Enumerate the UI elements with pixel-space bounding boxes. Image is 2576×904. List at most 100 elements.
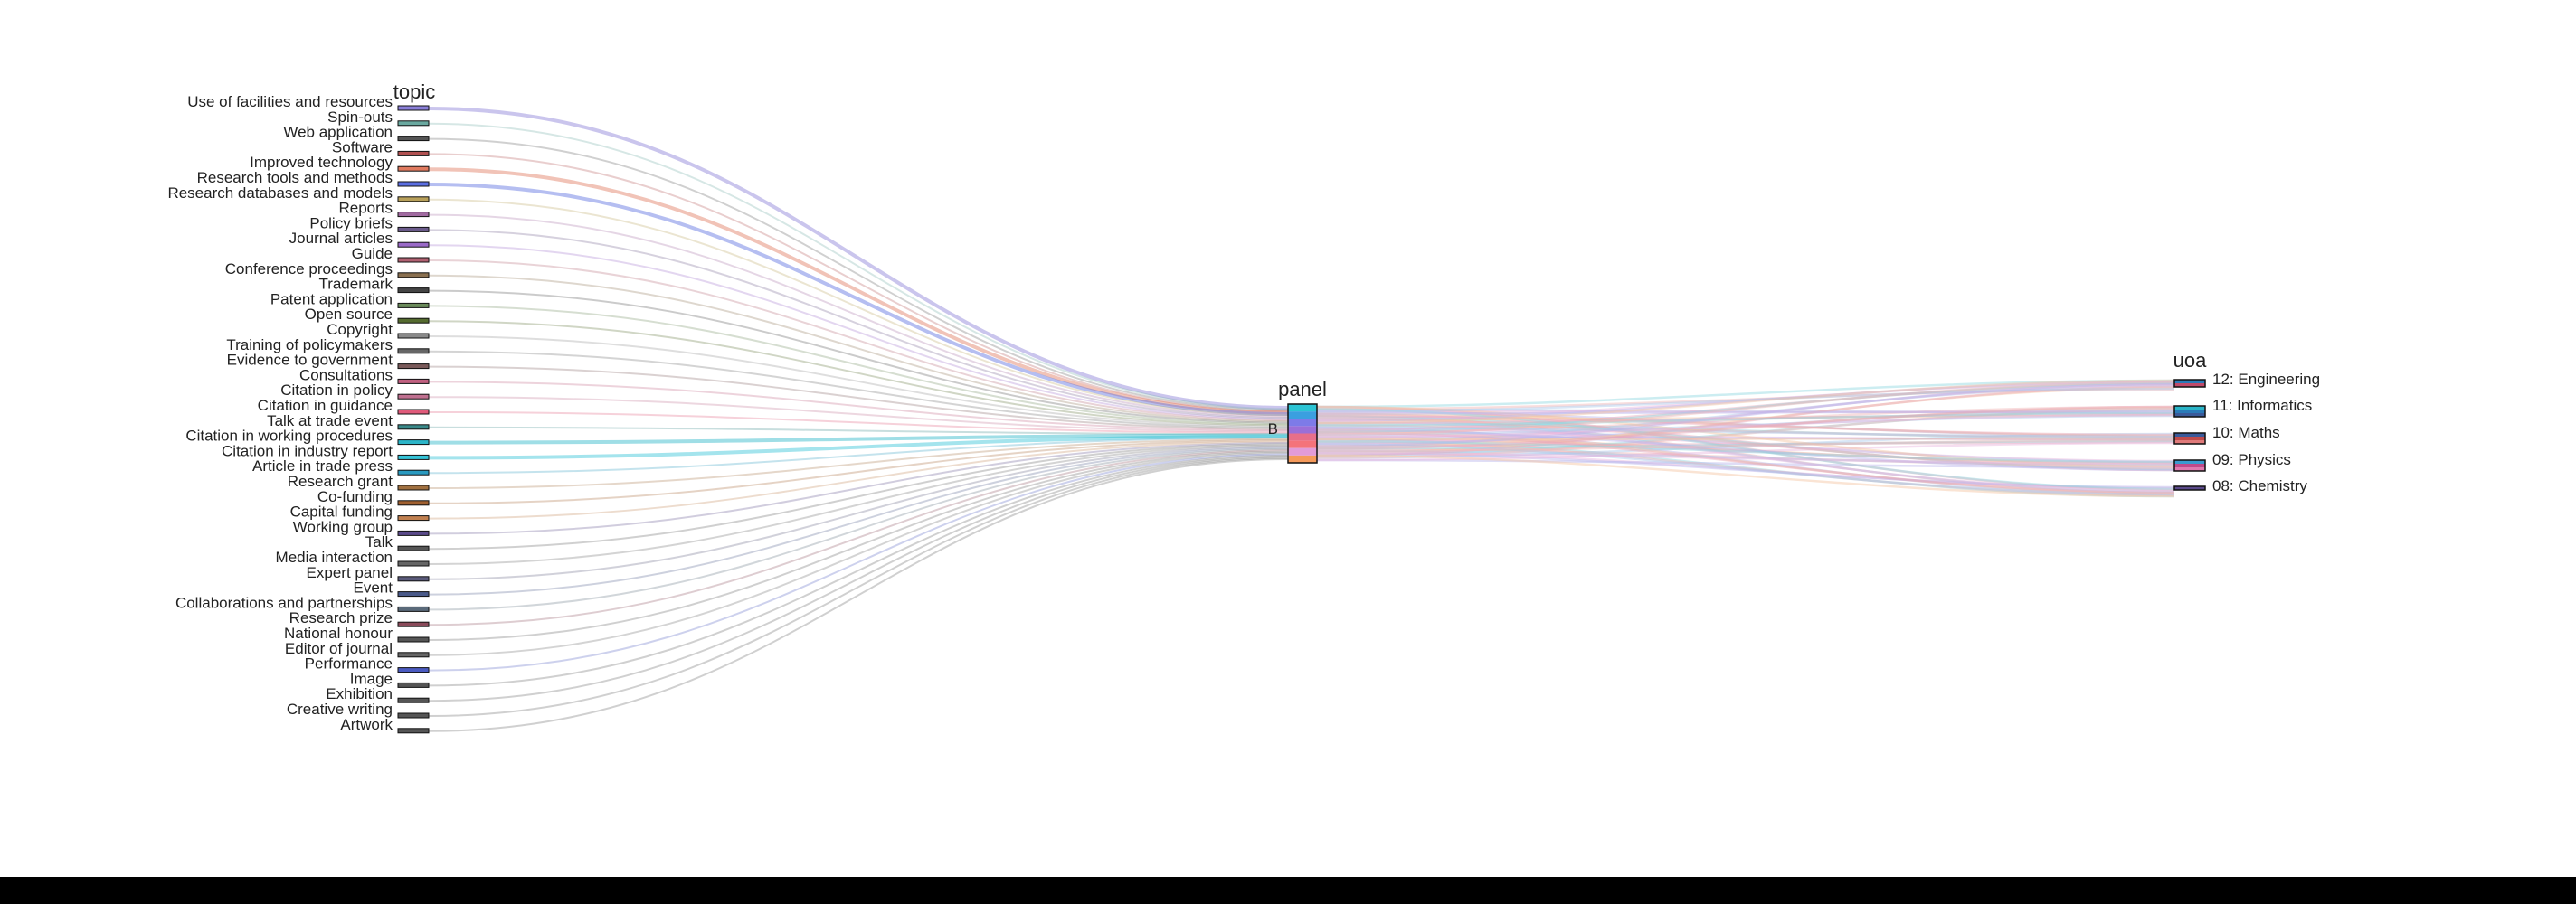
topic-node[interactable]: [397, 530, 430, 536]
panel-uoa-ribbon: [1316, 437, 2175, 441]
uoa-node[interactable]: [2174, 432, 2206, 445]
topic-node[interactable]: [397, 591, 430, 598]
panel-uoa-ribbon: [1316, 421, 2175, 440]
topic-panel-ribbon: [428, 153, 1289, 413]
topic-node[interactable]: [397, 728, 430, 734]
topic-node[interactable]: [397, 333, 430, 339]
topic-label: Journal articles: [289, 230, 393, 247]
topic-panel-ribbon: [428, 198, 1289, 417]
topic-label: Expert panel: [307, 564, 393, 581]
topic-node[interactable]: [397, 257, 430, 263]
uoa-node[interactable]: [2174, 405, 2206, 418]
topic-node[interactable]: [397, 606, 430, 612]
topic-node[interactable]: [397, 181, 430, 187]
uoa-segment: [2174, 467, 2205, 471]
uoa-segment: [2174, 437, 2205, 440]
topic-panel-ribbon: [428, 426, 1289, 436]
topic-node[interactable]: [397, 287, 430, 294]
topic-node[interactable]: [397, 348, 430, 354]
topic-node[interactable]: [397, 636, 430, 643]
topic-node[interactable]: [397, 560, 430, 567]
topic-label: Copyright: [327, 321, 393, 338]
panel-uoa-ribbon: [1316, 415, 2175, 437]
panel-uoa-ribbon: [1316, 415, 2175, 494]
topic-panel-ribbon: [428, 335, 1289, 428]
panel-uoa-ribbon: [1316, 409, 2175, 457]
panel-uoa-ribbon: [1316, 405, 2175, 450]
panel-axis: panel B: [1268, 378, 1327, 464]
panel-uoa-ribbon: [1316, 426, 2175, 463]
topic-label: Improved technology: [250, 154, 393, 171]
panel-uoa-ribbon: [1316, 412, 2175, 472]
topic-node[interactable]: [397, 302, 430, 308]
topic-node[interactable]: [397, 454, 430, 460]
topic-label: Working group: [293, 518, 393, 535]
topic-node[interactable]: [397, 621, 430, 627]
topic-node[interactable]: [397, 545, 430, 551]
panel-node[interactable]: [1287, 403, 1318, 464]
topic-node[interactable]: [397, 500, 430, 506]
panel-segment: [1288, 419, 1317, 427]
topic-node[interactable]: [397, 667, 430, 673]
topic-node[interactable]: [397, 378, 430, 384]
panel-uoa-ribbon: [1316, 439, 2175, 450]
topic-panel-ribbon: [428, 434, 1289, 460]
topic-node[interactable]: [397, 272, 430, 278]
topic-node[interactable]: [397, 363, 430, 370]
panel-uoa-ribbon: [1316, 436, 2175, 466]
topic-node[interactable]: [397, 393, 430, 400]
topic-node[interactable]: [397, 439, 430, 446]
topic-node[interactable]: [397, 317, 430, 324]
panel-uoa-ribbon: [1316, 447, 2175, 467]
topic-label: Guide: [352, 245, 393, 262]
panel-uoa-ribbon: [1316, 428, 2175, 495]
panel-node-label: B: [1268, 420, 1278, 438]
panel-uoa-ribbon: [1316, 424, 2175, 439]
topic-node[interactable]: [397, 424, 430, 430]
topic-node[interactable]: [397, 226, 430, 232]
topic-node[interactable]: [397, 196, 430, 202]
topic-panel-ribbon: [428, 441, 1289, 535]
panel-uoa-ribbon: [1316, 412, 2175, 438]
panel-uoa-ribbon: [1316, 430, 2175, 494]
topic-node[interactable]: [397, 576, 430, 582]
topic-node[interactable]: [397, 409, 430, 415]
topic-node[interactable]: [397, 469, 430, 476]
uoa-segment: [2174, 410, 2205, 413]
topic-node[interactable]: [397, 682, 430, 688]
topic-node[interactable]: [397, 212, 430, 218]
uoa-node[interactable]: [2174, 379, 2206, 388]
topic-node[interactable]: [397, 241, 430, 248]
topic-node[interactable]: [397, 697, 430, 703]
topic-node[interactable]: [397, 485, 430, 491]
topic-label: Evidence to government: [227, 352, 393, 369]
topic-panel-ribbon: [428, 450, 1289, 641]
panel-uoa-ribbon: [1316, 440, 2175, 464]
topic-node[interactable]: [397, 515, 430, 522]
topic-node[interactable]: [397, 105, 430, 111]
topic-node[interactable]: [397, 652, 430, 658]
panel-uoa-ribbon: [1316, 412, 2175, 425]
topic-panel-ribbon: [428, 411, 1289, 434]
topic-panel-ribbon: [428, 443, 1289, 551]
uoa-label: 09: Physics: [2212, 451, 2291, 468]
topic-panel-ribbon: [428, 458, 1289, 732]
panel-uoa-ribbon: [1316, 381, 2175, 420]
topic-node[interactable]: [397, 150, 430, 156]
panel-uoa-ribbon: [1316, 449, 2175, 490]
topic-node[interactable]: [397, 120, 430, 127]
uoa-node[interactable]: [2174, 485, 2206, 491]
panel-uoa-ribbon: [1316, 449, 2175, 466]
topic-node[interactable]: [397, 712, 430, 719]
topic-label: Performance: [305, 655, 393, 673]
topic-panel-ribbon: [428, 396, 1289, 433]
panel-uoa-ribbon: [1316, 408, 2175, 491]
topic-label: Patent application: [270, 290, 393, 307]
topic-node[interactable]: [397, 165, 430, 172]
uoa-node[interactable]: [2174, 459, 2206, 472]
topic-panel-ribbon: [428, 433, 1289, 445]
panel-uoa-ribbon: [1316, 438, 2175, 452]
topic-node[interactable]: [397, 136, 430, 142]
topic-panel-ribbon: [428, 457, 1289, 717]
topic-label: Consultations: [299, 366, 393, 383]
